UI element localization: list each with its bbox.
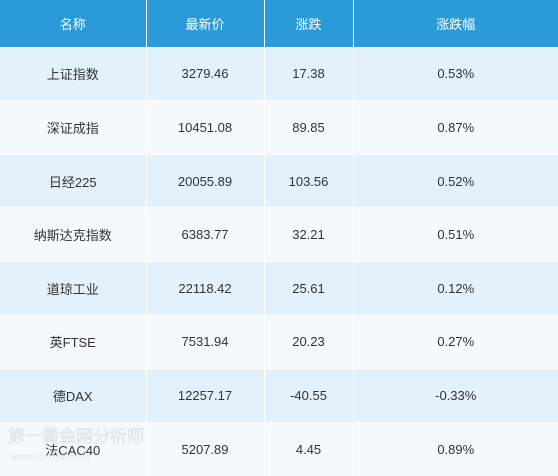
- change-cell: 4.45: [264, 421, 354, 476]
- change-cell: 20.23: [264, 314, 354, 369]
- latest-price-cell: 20055.89: [146, 153, 265, 208]
- change-cell: 103.56: [264, 153, 354, 208]
- change-percent-cell: -0.33%: [353, 368, 558, 423]
- change-cell: 89.85: [264, 100, 354, 155]
- column-header-change[interactable]: 涨跌: [264, 0, 354, 47]
- change-cell: 32.21: [264, 207, 354, 262]
- index-name-cell: 纳斯达克指数: [0, 207, 147, 262]
- change-percent-cell: 0.52%: [353, 153, 558, 208]
- change-percent-cell: 0.87%: [353, 100, 558, 155]
- index-name-cell: 德DAX: [0, 368, 147, 423]
- change-percent-cell: 0.51%: [353, 207, 558, 262]
- latest-price-cell: 7531.94: [146, 314, 265, 369]
- change-percent-cell: 0.89%: [353, 421, 558, 476]
- change-cell: 17.38: [264, 46, 354, 101]
- latest-price-cell: 3279.46: [146, 46, 265, 101]
- change-percent-cell: 0.12%: [353, 261, 558, 316]
- latest-price-cell: 5207.89: [146, 421, 265, 476]
- table-row[interactable]: 上证指数 3279.46 17.38 0.53%: [0, 46, 558, 101]
- table-row[interactable]: 道琼工业 22118.42 25.61 0.12%: [0, 261, 558, 316]
- latest-price-cell: 10451.08: [146, 100, 265, 155]
- table-row[interactable]: 德DAX 12257.17 -40.55 -0.33%: [0, 368, 558, 423]
- table-row[interactable]: 纳斯达克指数 6383.77 32.21 0.51%: [0, 207, 558, 262]
- column-header-name[interactable]: 名称: [0, 0, 147, 47]
- latest-price-cell: 6383.77: [146, 207, 265, 262]
- table-row[interactable]: 法CAC40 5207.89 4.45 0.89%: [0, 421, 558, 476]
- change-cell: -40.55: [264, 368, 354, 423]
- index-name-cell: 法CAC40: [0, 421, 147, 476]
- index-name-cell: 道琼工业: [0, 261, 147, 316]
- column-header-latest-price[interactable]: 最新价: [146, 0, 265, 47]
- index-name-cell: 英FTSE: [0, 314, 147, 369]
- latest-price-cell: 22118.42: [146, 261, 265, 316]
- table-row[interactable]: 日经225 20055.89 103.56 0.52%: [0, 153, 558, 208]
- change-percent-cell: 0.53%: [353, 46, 558, 101]
- column-header-change-percent[interactable]: 涨跌幅: [353, 0, 558, 47]
- index-name-cell: 深证成指: [0, 100, 147, 155]
- table-row[interactable]: 英FTSE 7531.94 20.23 0.27%: [0, 314, 558, 369]
- latest-price-cell: 12257.17: [146, 368, 265, 423]
- index-name-cell: 上证指数: [0, 46, 147, 101]
- index-name-cell: 日经225: [0, 153, 147, 208]
- change-percent-cell: 0.27%: [353, 314, 558, 369]
- table-header-row: 名称 最新价 涨跌 涨跌幅: [0, 0, 558, 47]
- table-row[interactable]: 深证成指 10451.08 89.85 0.87%: [0, 100, 558, 155]
- change-cell: 25.61: [264, 261, 354, 316]
